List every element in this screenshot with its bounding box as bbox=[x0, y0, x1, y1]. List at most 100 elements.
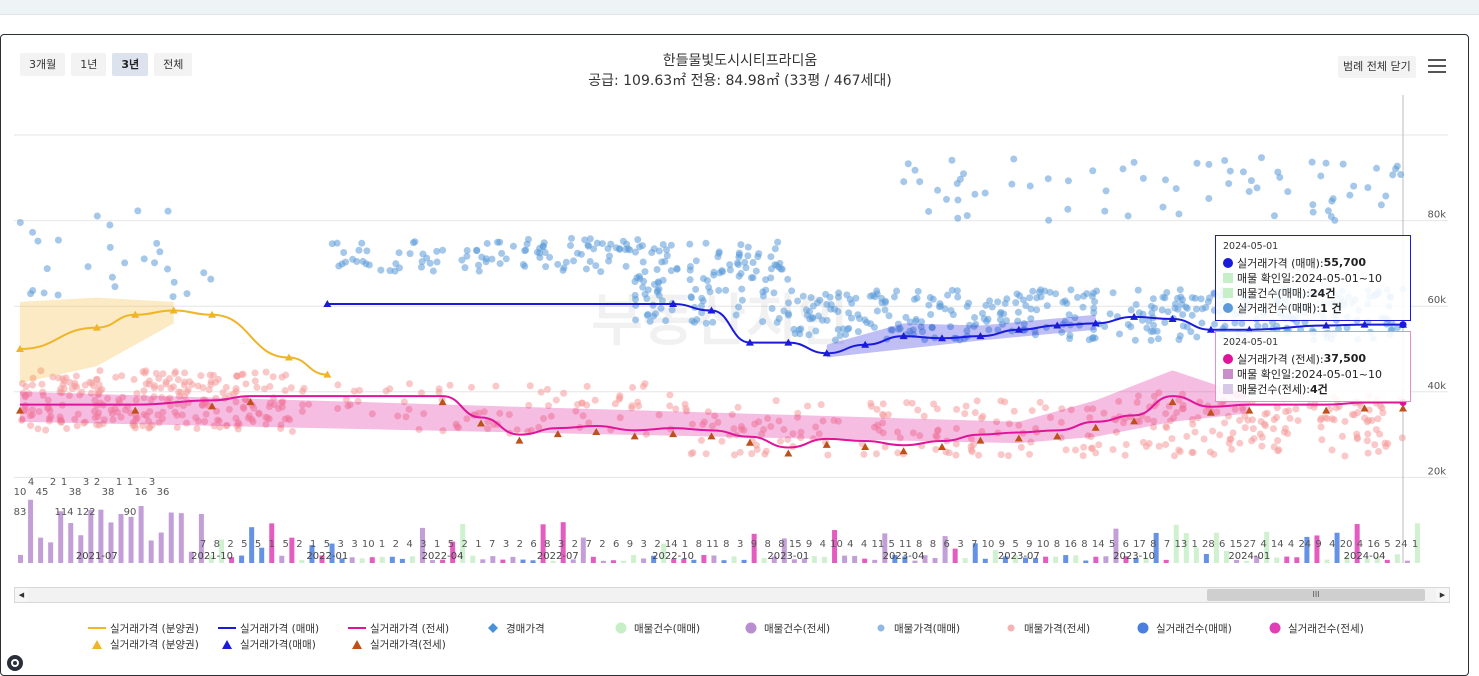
legend-item-8[interactable]: 실거래건수(매매) bbox=[1134, 621, 1232, 635]
legend-item-9[interactable]: 실거래건수(전세) bbox=[1266, 621, 1364, 635]
legend-dot-icon bbox=[872, 622, 890, 634]
sale-transaction-marker bbox=[745, 338, 754, 346]
range-button-3m[interactable]: 3개월 bbox=[20, 53, 66, 76]
jeonse-listing-dot bbox=[480, 408, 488, 416]
chart-scrollbar[interactable]: ◀ III ▶ bbox=[14, 587, 1450, 603]
jeonse-listing-dot bbox=[817, 401, 825, 409]
sale-listing-dot bbox=[1071, 314, 1079, 322]
scroll-left-icon[interactable]: ◀ bbox=[15, 588, 28, 602]
jeonse-listing-dot bbox=[1179, 405, 1187, 413]
count-bar bbox=[882, 533, 888, 563]
jeonse-listing-dot bbox=[1166, 417, 1174, 425]
hamburger-menu-icon[interactable] bbox=[1428, 59, 1446, 73]
sale-listing-dot bbox=[498, 249, 506, 257]
jeonse-listing-dot bbox=[526, 382, 534, 390]
count-bar bbox=[1123, 556, 1129, 563]
sale-listing-dot bbox=[562, 258, 570, 266]
count-bar bbox=[1304, 536, 1310, 563]
count-bar bbox=[922, 555, 928, 563]
sale-listing-dot bbox=[1074, 293, 1082, 301]
sale-listing-dot bbox=[794, 297, 802, 305]
count-bar bbox=[460, 523, 466, 563]
legend-label: 매물건수(매매) bbox=[634, 622, 701, 635]
jeonse-listing-dot bbox=[1162, 422, 1170, 430]
legend-item-3[interactable]: 경매가격 bbox=[484, 621, 545, 635]
count-bar bbox=[259, 547, 265, 563]
jeonse-listing-dot bbox=[1364, 449, 1372, 457]
legend-item-10[interactable]: 실거래가격 (분양권) bbox=[88, 637, 199, 651]
jeonse-listing-dot bbox=[28, 381, 36, 389]
legend-item-4[interactable]: 매물건수(매매) bbox=[612, 621, 700, 635]
range-button-all[interactable]: 전체 bbox=[154, 53, 193, 76]
jeonse-listing-dot bbox=[871, 423, 879, 431]
sale-listing-dot bbox=[1238, 319, 1246, 327]
count-row-label: 9 bbox=[627, 539, 633, 550]
sale-listing-dot bbox=[873, 307, 881, 315]
count-row-label: 6 bbox=[1219, 539, 1225, 550]
sale-listing-dot bbox=[134, 207, 142, 215]
sale-listing-dot bbox=[904, 160, 912, 168]
jeonse-listing-dot bbox=[978, 428, 986, 436]
sale-listing-dot bbox=[1161, 319, 1169, 327]
legend-item-11[interactable]: 실거래가격(매매) bbox=[218, 637, 316, 651]
count-row-label: 11 bbox=[706, 539, 719, 550]
x-tick-label: 2024-01 bbox=[1228, 551, 1270, 562]
jeonse-listing-dot bbox=[894, 449, 902, 457]
jeonse-listing-dot bbox=[1134, 392, 1142, 400]
legend-item-7[interactable]: 매물가격(전세) bbox=[1002, 621, 1090, 635]
jeonse-listing-dot bbox=[672, 405, 680, 413]
jeonse-listing-dot bbox=[1144, 415, 1152, 423]
jeonse-listing-dot bbox=[118, 372, 126, 380]
sale-listing-dot bbox=[927, 310, 935, 318]
sale-listing-dot bbox=[29, 228, 37, 236]
count-bar bbox=[309, 545, 315, 563]
jeonse-listing-dot bbox=[970, 441, 978, 449]
legend-item-2[interactable]: 실거래가격 (전세) bbox=[348, 621, 449, 635]
jeonse-listing-dot bbox=[1284, 430, 1292, 438]
sale-listing-dot bbox=[1012, 299, 1020, 307]
legend-line-icon bbox=[88, 622, 106, 634]
jeonse-listing-dot bbox=[537, 388, 545, 396]
jeonse-listing-dot bbox=[1250, 435, 1258, 443]
jeonse-listing-dot bbox=[909, 429, 917, 437]
sale-listing-dot bbox=[918, 318, 926, 326]
legend-item-5[interactable]: 매물건수(전세) bbox=[742, 621, 830, 635]
jeonse-listing-dot bbox=[62, 374, 70, 382]
jeonse-listing-dot bbox=[197, 372, 205, 380]
legend-item-6[interactable]: 매물가격(매매) bbox=[872, 621, 960, 635]
scroll-thumb[interactable]: III bbox=[1207, 589, 1425, 601]
legend-toggle-button[interactable]: 범례 전체 닫기 bbox=[1338, 56, 1416, 78]
count-row-label: 9 bbox=[751, 539, 757, 550]
sale-listing-dot bbox=[1324, 207, 1332, 215]
count-row-label: 8 bbox=[214, 539, 220, 550]
jeonse-listing-dot bbox=[74, 410, 82, 418]
sale-listing-dot bbox=[1026, 294, 1034, 302]
range-button-1y[interactable]: 1년 bbox=[71, 53, 107, 76]
legend-item-12[interactable]: 실거래가격(전세) bbox=[348, 637, 446, 651]
count-bar bbox=[319, 555, 325, 563]
jeonse-listing-dot bbox=[760, 426, 768, 434]
legend-item-1[interactable]: 실거래가격 (매매) bbox=[218, 621, 319, 635]
sale-listing-dot bbox=[1205, 294, 1213, 302]
jeonse-listing-dot bbox=[1213, 408, 1221, 416]
jeonse-listing-dot bbox=[880, 411, 888, 419]
jeonse-listing-dot bbox=[1026, 450, 1034, 458]
range-button-3y[interactable]: 3년 bbox=[112, 53, 149, 76]
sale-listing-dot bbox=[358, 239, 366, 247]
jeonse-listing-dot bbox=[655, 411, 663, 419]
sale-listing-dot bbox=[735, 303, 743, 311]
jeonse-listing-dot bbox=[45, 414, 53, 422]
sale-listing-dot bbox=[439, 246, 447, 254]
sale-listing-dot bbox=[151, 259, 159, 267]
sale-listing-dot bbox=[906, 318, 914, 326]
jeonse-listing-dot bbox=[56, 417, 64, 425]
presale-transaction-marker bbox=[323, 370, 332, 378]
sale-listing-dot bbox=[1339, 160, 1347, 168]
scroll-right-icon[interactable]: ▶ bbox=[1436, 588, 1449, 602]
jeonse-listing-dot bbox=[505, 411, 513, 419]
jeonse-listing-dot bbox=[287, 384, 295, 392]
legend-item-0[interactable]: 실거래가격 (분양권) bbox=[88, 621, 199, 635]
sale-listing-dot bbox=[1328, 197, 1336, 205]
jeonse-listing-dot bbox=[1133, 398, 1141, 406]
